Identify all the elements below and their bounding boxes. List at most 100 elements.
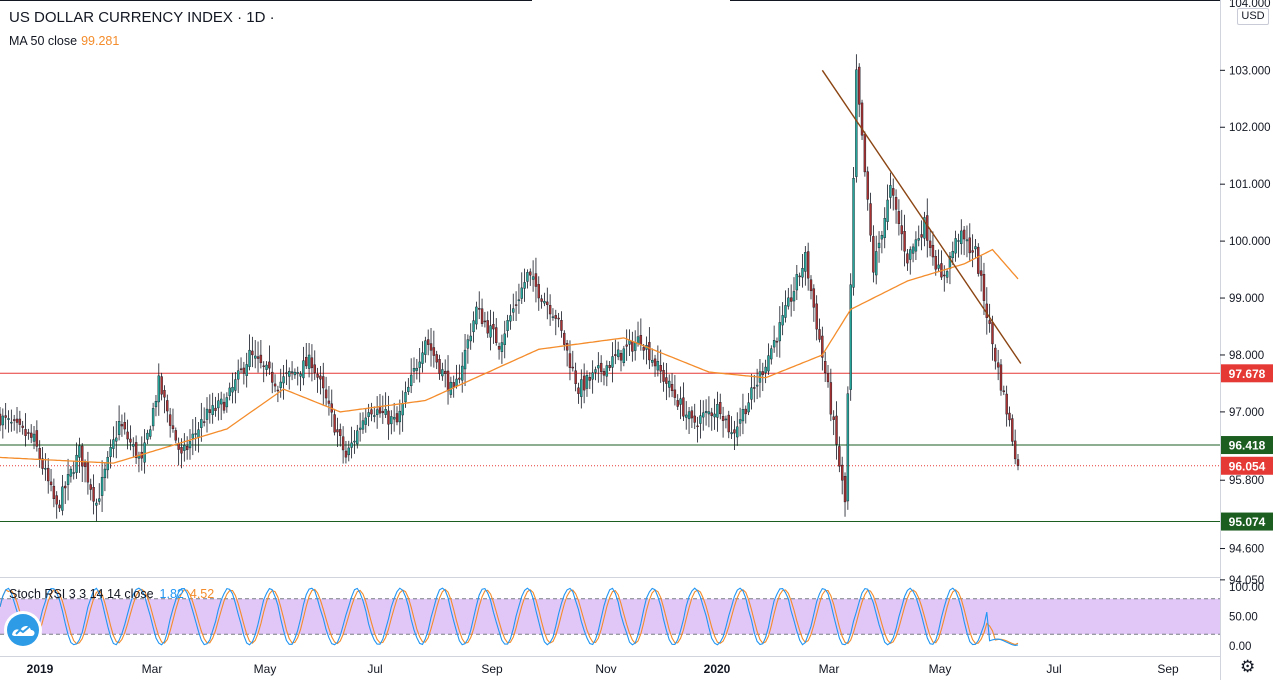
candle-body [478, 308, 481, 310]
candle-body [894, 197, 898, 210]
candle-body [823, 361, 827, 373]
candle-body [702, 412, 705, 418]
candle-body [954, 238, 957, 254]
candle-body [1008, 412, 1011, 421]
price-tick-label: 102.000 [1229, 122, 1271, 134]
price-marker-text: 96.418 [1229, 439, 1266, 453]
candle-body [937, 264, 940, 269]
candle-body [299, 373, 302, 377]
candle-body [316, 374, 319, 378]
candle-body [500, 342, 504, 352]
price-tick-label: 94.600 [1229, 544, 1264, 556]
candle-body [869, 203, 872, 236]
candle-body [466, 339, 470, 349]
gear-icon[interactable]: ⚙ [1240, 657, 1256, 676]
candle-body [112, 439, 115, 449]
candle-body [143, 442, 146, 463]
candle-body [546, 301, 549, 305]
currency-badge[interactable]: USD [1237, 8, 1269, 25]
candle-body [670, 384, 674, 392]
candle-body [401, 403, 404, 416]
stoch-legend[interactable]: Stoch RSI 3 3 14 14 close 1.82 4.52 [9, 587, 214, 601]
candle-body [409, 374, 413, 387]
time-axis-label: May [929, 662, 952, 676]
candle-body [787, 297, 790, 307]
candle-body [373, 415, 376, 417]
candle-body [245, 364, 248, 376]
candle-body [926, 215, 929, 241]
candle-body [832, 416, 835, 420]
candle-body [438, 359, 441, 374]
candle-body [146, 432, 149, 440]
symbol-title: US DOLLAR CURRENCY INDEX · 1D · [9, 9, 275, 26]
candle-body [665, 377, 668, 384]
candle-body [529, 271, 532, 276]
candle-body [7, 418, 10, 420]
candle-body [268, 361, 271, 369]
candle-body [676, 400, 679, 407]
candle-body [10, 421, 13, 424]
candle-body [151, 408, 155, 427]
candle-body [81, 445, 84, 467]
candle-body [727, 414, 730, 433]
candle-body [631, 341, 634, 352]
candle-body [163, 390, 166, 398]
candle-body [648, 342, 651, 361]
candle-body [514, 304, 518, 306]
candle-body [497, 346, 501, 350]
candle-body [597, 365, 600, 369]
candle-body [996, 362, 1000, 368]
candle-body [804, 252, 807, 272]
candle-body [574, 370, 577, 385]
candle-body [115, 437, 118, 442]
candle-body [225, 397, 229, 408]
candle-body [219, 398, 223, 405]
candle-body [307, 354, 311, 369]
candle-body [860, 102, 864, 136]
candle-body [168, 414, 172, 426]
candle-body [685, 414, 688, 418]
candle-body [721, 416, 725, 421]
candle-body [69, 468, 73, 477]
candle-body [58, 504, 61, 509]
candle-body [653, 358, 657, 367]
candle-body [1005, 393, 1008, 415]
candle-body [509, 315, 512, 322]
price-marker-text: 97.678 [1229, 367, 1266, 381]
candle-body [642, 347, 645, 351]
candle-body [608, 365, 611, 369]
candle-body [557, 317, 560, 320]
candle-body [384, 409, 387, 415]
candle-body [395, 413, 399, 423]
candle-body [41, 458, 44, 469]
candle-body [279, 381, 282, 388]
candle-body [897, 211, 901, 225]
ma-legend[interactable]: MA 50 close 99.281 [9, 34, 119, 48]
candle-body [29, 432, 33, 438]
candle-body [829, 382, 833, 415]
stoch-k-value: 1.82 [159, 587, 184, 601]
candle-body [551, 316, 555, 318]
candle-body [15, 418, 19, 423]
candle-body [994, 347, 997, 362]
candle-body [296, 372, 299, 374]
price-marker-bg [1221, 364, 1273, 383]
candle-body [123, 422, 126, 430]
candle-body [208, 409, 212, 413]
candle-body [764, 366, 767, 373]
candle-body [875, 251, 878, 276]
candle-body [171, 425, 175, 430]
time-axis-label: 2020 [704, 662, 731, 676]
candle-body [129, 438, 132, 443]
candle-body [52, 485, 56, 500]
candle-body [452, 382, 455, 388]
candle-body [801, 268, 804, 278]
candle-body [755, 384, 759, 387]
candle-body [821, 335, 824, 358]
candle-body [999, 364, 1003, 391]
candle-body [475, 306, 478, 325]
stoch-d-value: 4.52 [189, 587, 215, 601]
candle-body [656, 361, 660, 371]
